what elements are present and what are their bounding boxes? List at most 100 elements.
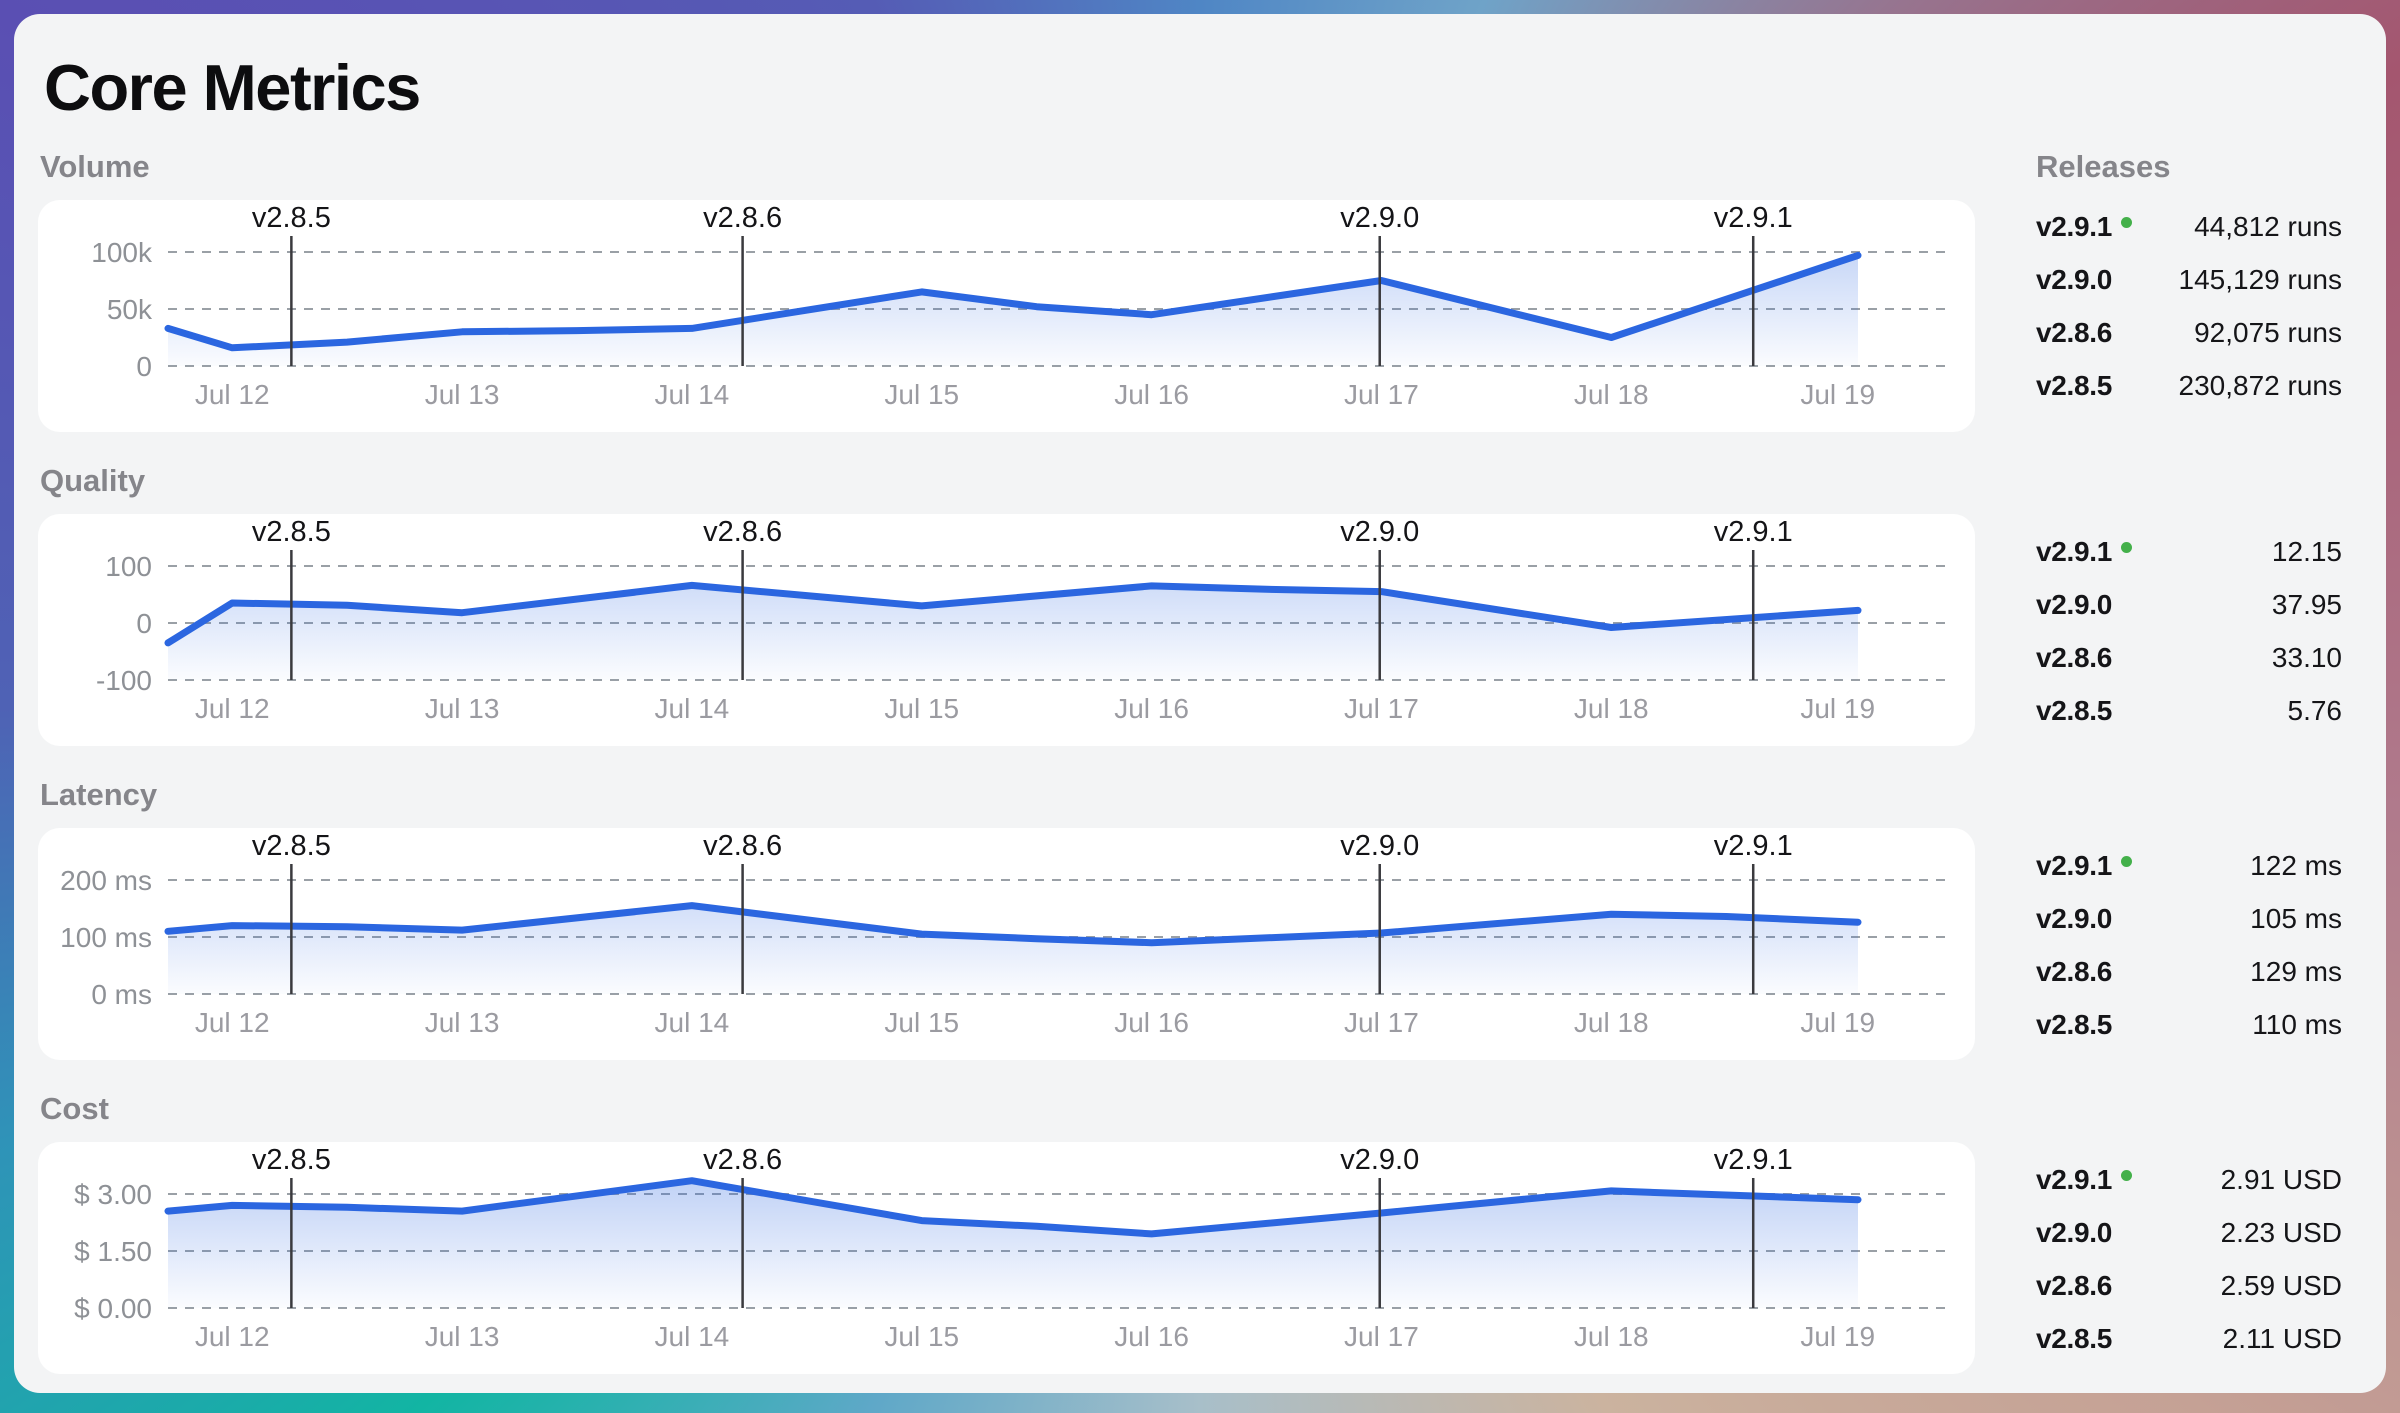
release-name: v2.8.5 (2036, 1009, 2112, 1041)
release-rows-quality: v2.9.1 12.15 v2.9.0 37.95 v2.8.6 33.10 v2.8.5 5… (2036, 525, 2342, 737)
x-tick-label: Jul 16 (1114, 693, 1189, 724)
x-tick-label: Jul 13 (425, 693, 500, 724)
y-tick-label: 100k (91, 237, 153, 268)
section-quality: Quality 100 0 -100 v2.8.5 v2.8.6 v2.9.0 v2.9.1 J… (38, 462, 2362, 746)
release-rows-cost: v2.9.1 2.91 USD v2.9.0 2.23 USD v2.8.6 2.59 U… (2036, 1153, 2342, 1365)
release-name: v2.9.0 (2036, 1217, 2112, 1249)
series-line (164, 1177, 1862, 1238)
release-name: v2.9.1 (2036, 535, 2133, 568)
y-tick-label: -100 (96, 665, 152, 696)
volume-chart: 100k 50k 0 v2.8.5 v2.8.6 v2.9.0 v2.9.1 Jul 12 Ju… (91, 202, 1946, 410)
release-value: 2.11 USD (2222, 1322, 2342, 1354)
latency-chart: 200 ms 100 ms 0 ms v2.8.5 v2.8.6 v2.9.0 v2.9.1… (60, 830, 1946, 1038)
release-name: v2.9.1 (2036, 1163, 2133, 1196)
release-value: 12.15 (2271, 535, 2342, 567)
current-release-dot-icon (2121, 542, 2133, 553)
release-name: v2.9.1 (2036, 210, 2133, 243)
release-marker-label: v2.8.6 (703, 202, 782, 234)
release-name: v2.8.6 (2036, 317, 2112, 349)
release-row: v2.9.1 2.91 USD (2036, 1153, 2342, 1206)
x-tick-label: Jul 16 (1114, 1321, 1189, 1352)
x-tick-label: Jul 13 (425, 1007, 500, 1038)
release-row: v2.9.0 37.95 (2036, 578, 2342, 631)
x-tick-label: Jul 19 (1800, 1321, 1875, 1352)
y-tick-label: 100 (105, 551, 152, 582)
release-name: v2.8.5 (2036, 370, 2112, 402)
x-tick-label: Jul 12 (195, 1007, 270, 1038)
release-row: v2.8.6 33.10 (2036, 631, 2342, 684)
releases-column-latency: v2.9.1 122 ms v2.9.0 105 ms v2.8.6 129 ms v2.8… (1975, 776, 2362, 1060)
release-row: v2.9.0 105 ms (2036, 892, 2342, 945)
release-name: v2.9.0 (2036, 903, 2112, 935)
x-tick-label: Jul 14 (655, 1321, 730, 1352)
release-version-label: v2.9.1 (2036, 535, 2113, 567)
release-value: 92,075 runs (2194, 316, 2342, 348)
series-line (164, 902, 1862, 947)
section-title-latency: Latency (40, 777, 158, 812)
release-name: v2.8.5 (2036, 1323, 2112, 1355)
y-tick-label: 0 ms (91, 979, 152, 1010)
series-area-fill (168, 255, 1858, 366)
chart-column-cost: Cost $ 3.00 $ 1.50 $ 0.00 v2.8.5 v2.8.6 v2.9.0… (38, 1090, 1975, 1374)
quality-chart-card: 100 0 -100 v2.8.5 v2.8.6 v2.9.0 v2.9.1 Jul 12 Ju… (38, 514, 1975, 746)
release-row: v2.8.6 2.59 USD (2036, 1259, 2342, 1312)
x-tick-label: Jul 13 (425, 379, 500, 410)
x-tick-label: Jul 17 (1344, 693, 1419, 724)
section-cost: Cost $ 3.00 $ 1.50 $ 0.00 v2.8.5 v2.8.6 v2.9.0… (38, 1090, 2362, 1374)
release-version-label: v2.8.5 (2036, 694, 2113, 726)
release-row: v2.8.5 230,872 runs (2036, 359, 2342, 412)
chart-column-volume: Volume 100k 50k 0 v2.8.5 v2.8.6 v2.9.0 v2.9.1 Ju… (38, 148, 1975, 432)
x-tick-label: Jul 15 (884, 1321, 959, 1352)
release-row: v2.9.1 122 ms (2036, 839, 2342, 892)
release-row: v2.8.5 110 ms (2036, 998, 2342, 1051)
y-tick-label: 200 ms (60, 865, 152, 896)
y-tick-label: 0 (136, 608, 152, 639)
release-version-label: v2.8.5 (2036, 1322, 2113, 1354)
x-tick-label: Jul 19 (1800, 379, 1875, 410)
volume-chart-card: 100k 50k 0 v2.8.5 v2.8.6 v2.9.0 v2.9.1 Jul 12 Ju… (38, 200, 1975, 432)
release-value: 2.91 USD (2220, 1163, 2342, 1195)
release-value: 2.23 USD (2220, 1216, 2342, 1248)
series-area-fill (168, 905, 1858, 994)
release-row: v2.9.0 145,129 runs (2036, 253, 2342, 306)
release-name: v2.8.6 (2036, 956, 2112, 988)
x-tick-label: Jul 15 (884, 1007, 959, 1038)
release-marker-label: v2.8.6 (703, 1144, 782, 1176)
release-value: 5.76 (2287, 694, 2343, 726)
chart-column-latency: Latency 200 ms 100 ms 0 ms v2.8.5 v2.8.6 v2.9.… (38, 776, 1975, 1060)
release-row: v2.8.6 92,075 runs (2036, 306, 2342, 359)
release-rows-latency: v2.9.1 122 ms v2.9.0 105 ms v2.8.6 129 ms v2.8… (2036, 839, 2342, 1051)
release-version-label: v2.9.1 (2036, 1163, 2113, 1195)
release-marker-label: v2.8.5 (252, 1144, 331, 1176)
release-marker-label: v2.9.0 (1340, 516, 1419, 548)
x-tick-label: Jul 18 (1574, 1007, 1649, 1038)
sections-container: Volume 100k 50k 0 v2.8.5 v2.8.6 v2.9.0 v2.9.1 Ju… (38, 148, 2362, 1374)
release-marker-label: v2.8.5 (252, 202, 331, 234)
x-tick-label: Jul 15 (884, 693, 959, 724)
release-marker-label: v2.8.6 (703, 516, 782, 548)
latency-chart-card: 200 ms 100 ms 0 ms v2.8.5 v2.8.6 v2.9.0 v2.9.1… (38, 828, 1975, 1060)
current-release-dot-icon (2121, 1170, 2133, 1181)
series-area-fill (168, 1180, 1858, 1308)
release-value: 129 ms (2250, 955, 2342, 987)
series-line (164, 581, 1862, 647)
release-value: 37.95 (2271, 588, 2342, 620)
x-tick-label: Jul 19 (1800, 693, 1875, 724)
release-marker-label: v2.9.1 (1714, 1144, 1793, 1176)
release-rows-volume: v2.9.1 44,812 runs v2.9.0 145,129 runs v2.8.… (2036, 200, 2342, 412)
release-value: 105 ms (2250, 902, 2342, 934)
release-row: v2.9.1 44,812 runs (2036, 200, 2342, 253)
release-value: 110 ms (2252, 1008, 2342, 1040)
release-version-label: v2.9.1 (2036, 210, 2113, 242)
x-tick-label: Jul 19 (1800, 1007, 1875, 1038)
release-name: v2.8.5 (2036, 695, 2112, 727)
x-tick-label: Jul 18 (1574, 693, 1649, 724)
release-version-label: v2.8.6 (2036, 641, 2113, 673)
quality-chart: 100 0 -100 v2.8.5 v2.8.6 v2.9.0 v2.9.1 Jul 12 Ju… (96, 516, 1946, 724)
release-marker-label: v2.9.1 (1714, 516, 1793, 548)
release-row: v2.9.1 12.15 (2036, 525, 2342, 578)
release-version-label: v2.9.0 (2036, 588, 2113, 620)
releases-column-volume: Releases v2.9.1 44,812 runs v2.9.0 145,129 r… (1975, 148, 2362, 432)
x-tick-label: Jul 15 (884, 379, 959, 410)
release-version-label: v2.8.6 (2036, 1269, 2113, 1301)
